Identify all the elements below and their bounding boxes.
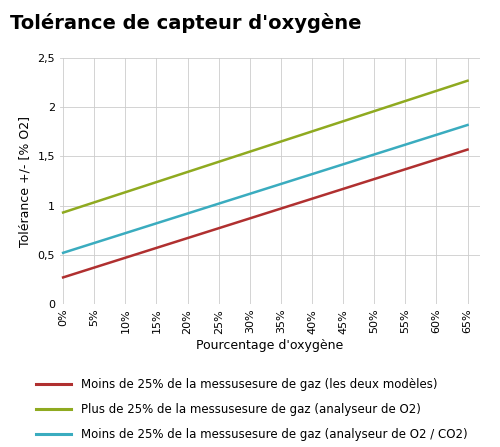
Text: Tolérance de capteur d'oxygène: Tolérance de capteur d'oxygène [10,13,362,34]
Y-axis label: Tolérance +/- [% O2]: Tolérance +/- [% O2] [19,115,32,247]
Legend: Moins de 25% de la messusesure de gaz (les deux modèles), Plus de 25% de la mess: Moins de 25% de la messusesure de gaz (l… [36,379,468,441]
X-axis label: Pourcentage d'oxygène: Pourcentage d'oxygène [196,339,344,352]
